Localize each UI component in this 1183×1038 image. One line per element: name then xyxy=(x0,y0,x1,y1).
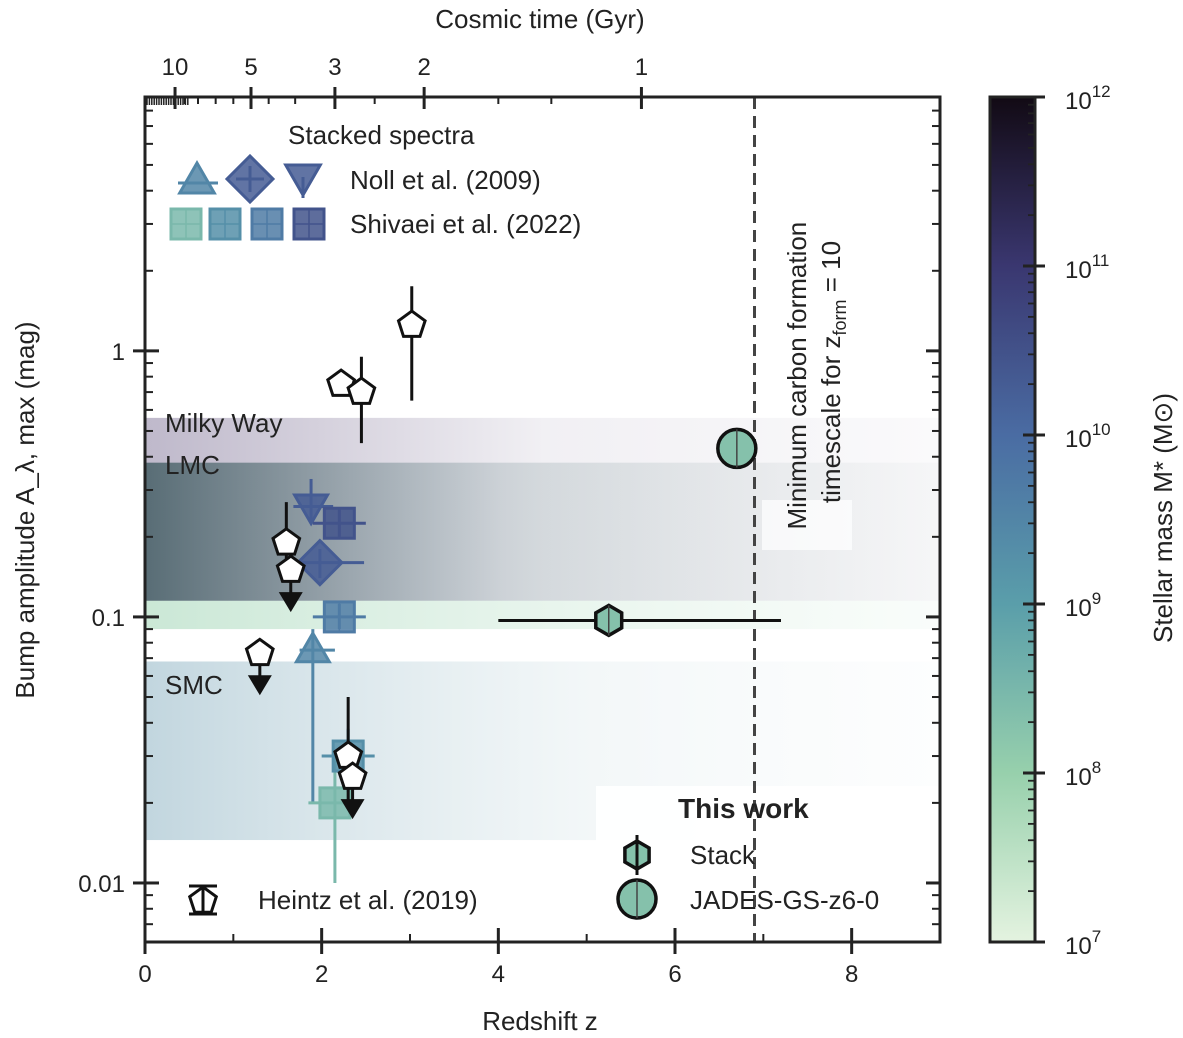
point-heintz-et-al-2019--4 xyxy=(275,554,306,613)
marker xyxy=(322,600,356,634)
vline-label: Minimum carbon formation timescale for z… xyxy=(782,214,850,529)
legend-noll-triangle-up xyxy=(177,159,217,195)
marker-triangle-up xyxy=(177,159,217,195)
marker-pentagon xyxy=(275,554,306,583)
x-tick-label: 0 xyxy=(138,961,151,988)
legend-shivaei-square-0 xyxy=(169,207,203,241)
point-heintz-et-al-2019--7 xyxy=(337,761,368,820)
axes: 0 2 4 6 8 0.01 0.1 1 10 5 3 2 1 xyxy=(78,54,942,988)
y-tick-label: 0.1 xyxy=(92,605,125,632)
marker-pentagon xyxy=(271,526,302,556)
plot-frame xyxy=(143,95,942,944)
marker-triangle-down xyxy=(291,493,331,527)
colorbar-tick-exponent: 10 xyxy=(1092,420,1111,439)
top-axis-title: Cosmic time (Gyr) xyxy=(435,4,644,34)
data-points xyxy=(244,286,781,883)
point-stack-0 xyxy=(498,603,781,638)
point-heintz-et-al-2019--0 xyxy=(396,286,427,401)
marker xyxy=(346,376,377,405)
legend-shivaei-label: Shivaei et al. (2022) xyxy=(350,209,581,239)
top-tick-label: 2 xyxy=(417,54,430,81)
band-label-smc: SMC xyxy=(165,670,223,700)
colorbar-tick-label: 108 xyxy=(1065,758,1101,791)
x-tick-label: 4 xyxy=(492,961,505,988)
marker-pentagon xyxy=(346,376,377,405)
marker xyxy=(244,637,275,667)
legend-jades-marker xyxy=(616,878,658,920)
marker xyxy=(291,493,331,527)
band-mid xyxy=(145,600,940,630)
marker xyxy=(396,309,427,338)
legend-shivaei-square-2 xyxy=(250,207,284,241)
legend-shivaei-square-3 xyxy=(292,207,326,241)
marker xyxy=(275,554,306,583)
vline-label-box xyxy=(762,500,852,550)
legend-heintz-label: Heintz et al. (2019) xyxy=(258,885,478,915)
colorbar-tick-exponent: 11 xyxy=(1092,251,1110,270)
marker xyxy=(337,761,368,790)
band-label-milky-way: Milky Way xyxy=(165,408,282,438)
marker xyxy=(594,603,624,638)
vline-label-line1: Minimum carbon formation xyxy=(782,222,812,530)
legend-stacked-title: Stacked spectra xyxy=(288,120,475,150)
point-heintz-et-al-2019--5 xyxy=(244,637,275,696)
legend-stack-label: Stack xyxy=(690,840,756,870)
vline-label-sub: form xyxy=(830,299,850,335)
point-heintz-et-al-2019--3 xyxy=(271,502,302,571)
marker xyxy=(716,427,758,470)
point-shivaei-et-al-2022--2 xyxy=(312,600,366,634)
colorbar-title: Stellar mass M* (M⊙) xyxy=(1148,393,1178,643)
band-label-lmc: LMC xyxy=(165,450,220,480)
arrow-head xyxy=(340,799,365,820)
marker xyxy=(322,506,356,540)
vline-label-tail: = 10 xyxy=(816,241,846,300)
x-tick-label: 6 xyxy=(668,961,681,988)
legend-noll-label: Noll et al. (2009) xyxy=(350,165,541,195)
reference-bands xyxy=(145,417,940,936)
legend-this-work-title: This work xyxy=(678,793,809,824)
colorbar-tick-exponent: 12 xyxy=(1092,82,1111,101)
colorbar-tick-label: 107 xyxy=(1065,927,1101,960)
top-tick-label: 5 xyxy=(244,54,257,81)
top-tick-label: 3 xyxy=(328,54,341,81)
legend-shivaei-square-1 xyxy=(208,207,242,241)
y-axis-title: Bump amplitude A_λ, max (mag) xyxy=(10,321,40,698)
point-noll-et-al-2009--0 xyxy=(293,629,335,803)
x-axis-title: Redshift z xyxy=(482,1006,598,1036)
colorbar-tick-label: 1011 xyxy=(1065,251,1109,284)
colorbar-tick-label: 1012 xyxy=(1065,82,1111,115)
colorbar-tick-exponent: 7 xyxy=(1092,927,1101,946)
legend xyxy=(169,153,658,920)
colorbar-tick-exponent: 9 xyxy=(1092,589,1101,608)
legend-jades-label: JADES-GS-z6-0 xyxy=(690,885,879,915)
point-jades-gs-z6-0-0 xyxy=(716,427,758,470)
marker xyxy=(293,630,332,664)
arrow-head xyxy=(278,592,303,613)
colorbar-tick-exponent: 8 xyxy=(1092,758,1101,777)
marker-pentagon xyxy=(396,309,427,338)
point-noll-et-al-2009--2 xyxy=(291,478,334,527)
top-tick-label: 1 xyxy=(635,54,648,81)
y-tick-label: 1 xyxy=(112,339,125,366)
marker xyxy=(271,526,302,556)
point-heintz-et-al-2019--2 xyxy=(346,356,377,444)
top-tick-label: 10 xyxy=(162,54,189,81)
colorbar-tick-label: 1010 xyxy=(1065,420,1111,453)
y-tick-label: 0.01 xyxy=(78,871,125,898)
colorbar-tick-label: 109 xyxy=(1065,589,1101,622)
colorbar-gradient xyxy=(988,95,1037,944)
x-tick-label: 2 xyxy=(315,961,328,988)
marker-pentagon xyxy=(337,761,368,790)
arrow-head xyxy=(247,675,272,696)
marker-pentagon xyxy=(244,637,275,667)
x-tick-label: 8 xyxy=(845,961,858,988)
point-shivaei-et-al-2022--3 xyxy=(312,506,366,540)
vline-label-line2: timescale for z xyxy=(816,335,846,503)
marker-triangle-up xyxy=(293,630,332,664)
